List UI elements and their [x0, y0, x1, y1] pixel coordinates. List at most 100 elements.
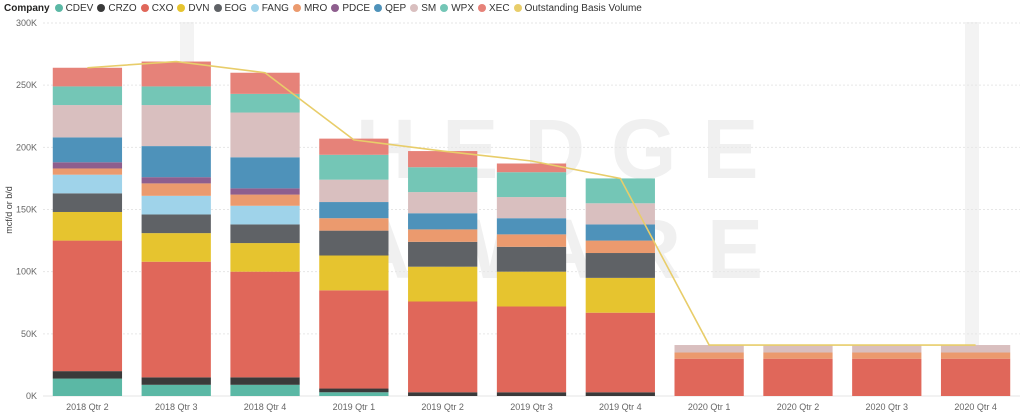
bar-segment-qep[interactable]	[141, 146, 211, 178]
bar-segment-cxo[interactable]	[319, 290, 389, 389]
bar-segment-qep[interactable]	[496, 218, 567, 235]
bar-segment-mro[interactable]	[408, 229, 478, 242]
bar-segment-crzo[interactable]	[230, 377, 300, 385]
bar-segment-eog[interactable]	[141, 214, 211, 234]
bar-segment-xec[interactable]	[52, 67, 123, 87]
bar-segment-dvn[interactable]	[141, 233, 211, 262]
bar-segment-cxo[interactable]	[940, 358, 1011, 396]
legend-item-qep[interactable]: QEP	[374, 3, 406, 14]
bar-segment-crzo[interactable]	[52, 371, 123, 379]
bar-segment-dvn[interactable]	[585, 277, 655, 313]
bar-segment-crzo[interactable]	[141, 377, 211, 385]
bar-segment-wpx[interactable]	[52, 86, 123, 106]
bar-segment-fang[interactable]	[230, 205, 300, 225]
bar-segment-qep[interactable]	[319, 202, 389, 219]
bar-segment-mro[interactable]	[319, 218, 389, 231]
bar-segment-qep[interactable]	[52, 137, 123, 163]
bar-segment-cxo[interactable]	[52, 240, 123, 372]
bar-segment-dvn[interactable]	[496, 271, 567, 307]
bar-segment-cxo[interactable]	[408, 301, 478, 393]
bar-segment-cxo[interactable]	[230, 271, 300, 378]
bar-segment-mro[interactable]	[496, 234, 567, 247]
bar-segment-xec[interactable]	[319, 138, 389, 155]
bar-segment-cdev[interactable]	[319, 392, 389, 396]
legend-item-mro[interactable]: MRO	[292, 3, 327, 14]
bar-segment-eog[interactable]	[230, 224, 300, 244]
bar-segment-cxo[interactable]	[141, 261, 211, 378]
bar-segment-cdev[interactable]	[230, 384, 300, 396]
legend-item-eog[interactable]: EOG	[213, 3, 247, 14]
bar-segment-mro[interactable]	[585, 240, 655, 254]
bar-segment-sm[interactable]	[52, 105, 123, 138]
bar-segment-eog[interactable]	[408, 241, 478, 267]
bar-segment-cxo[interactable]	[763, 358, 833, 396]
bar-segment-crzo[interactable]	[408, 392, 478, 396]
legend-item-outstanding-basis-volume[interactable]: Outstanding Basis Volume	[513, 3, 642, 14]
bar-segment-qep[interactable]	[585, 224, 655, 241]
bar-segment-cxo[interactable]	[585, 312, 655, 393]
legend-item-xec[interactable]: XEC	[478, 3, 510, 14]
bar-segment-crzo[interactable]	[319, 388, 389, 393]
bar-segment-xec[interactable]	[230, 72, 300, 94]
bar-segment-cdev[interactable]	[52, 378, 123, 396]
bar-segment-xec[interactable]	[408, 151, 478, 168]
bar-segment-fang[interactable]	[141, 195, 211, 215]
legend-item-cdev[interactable]: CDEV	[54, 3, 93, 14]
bar-segment-sm[interactable]	[496, 197, 567, 219]
legend-item-fang[interactable]: FANG	[250, 3, 289, 14]
bar-segment-eog[interactable]	[52, 193, 123, 212]
bar-segment-sm[interactable]	[319, 179, 389, 203]
bar-segment-mro[interactable]	[674, 352, 744, 359]
bar-segment-mro[interactable]	[52, 168, 123, 175]
bar-segment-mro[interactable]	[852, 352, 922, 359]
bar-segment-pdce[interactable]	[230, 188, 300, 195]
bar-segment-mro[interactable]	[141, 183, 211, 196]
bar-segment-cxo[interactable]	[496, 306, 567, 393]
legend-item-pdce[interactable]: PDCE	[331, 3, 370, 14]
bar-segment-sm[interactable]	[674, 345, 744, 353]
bar-segment-wpx[interactable]	[585, 178, 655, 204]
bar-segment-crzo[interactable]	[585, 392, 655, 396]
bar-segment-dvn[interactable]	[52, 211, 123, 241]
legend-item-crzo[interactable]: CRZO	[97, 3, 137, 14]
bar-segment-xec[interactable]	[141, 61, 211, 87]
legend-item-sm[interactable]: SM	[410, 3, 436, 14]
legend-label: PDCE	[342, 2, 371, 14]
bar-segment-crzo[interactable]	[496, 392, 567, 396]
bar-segment-dvn[interactable]	[408, 266, 478, 302]
bar-segment-wpx[interactable]	[319, 154, 389, 180]
legend-item-cxo[interactable]: CXO	[140, 3, 173, 14]
bar-segment-sm[interactable]	[852, 345, 922, 353]
bar-segment-sm[interactable]	[408, 192, 478, 214]
legend-label: DVN	[188, 2, 210, 14]
bar-segment-eog[interactable]	[496, 246, 567, 272]
bar-segment-wpx[interactable]	[141, 86, 211, 106]
legend-dot-icon	[513, 4, 522, 12]
bar-segment-cdev[interactable]	[141, 384, 211, 396]
bar-segment-wpx[interactable]	[496, 172, 567, 198]
bar-segment-dvn[interactable]	[319, 255, 389, 291]
bar-segment-qep[interactable]	[230, 157, 300, 189]
bar-segment-sm[interactable]	[585, 203, 655, 225]
bar-segment-sm[interactable]	[230, 112, 300, 158]
bar-segment-eog[interactable]	[319, 230, 389, 256]
bar-segment-mro[interactable]	[763, 352, 833, 359]
bar-segment-mro[interactable]	[230, 194, 300, 206]
bar-segment-cxo[interactable]	[852, 358, 922, 396]
bar-segment-eog[interactable]	[585, 253, 655, 278]
bar-segment-qep[interactable]	[408, 213, 478, 230]
bar-segment-pdce[interactable]	[52, 162, 123, 169]
bar-segment-sm[interactable]	[940, 345, 1011, 353]
bar-segment-sm[interactable]	[763, 345, 833, 353]
bar-segment-xec[interactable]	[496, 163, 567, 173]
legend-item-wpx[interactable]: WPX	[440, 3, 474, 14]
legend-item-dvn[interactable]: DVN	[177, 2, 210, 14]
bar-segment-pdce[interactable]	[141, 177, 211, 184]
bar-segment-mro[interactable]	[940, 352, 1011, 359]
bar-segment-cxo[interactable]	[674, 358, 744, 396]
bar-segment-wpx[interactable]	[408, 167, 478, 193]
bar-segment-dvn[interactable]	[230, 243, 300, 272]
bar-segment-wpx[interactable]	[230, 93, 300, 113]
bar-segment-fang[interactable]	[52, 174, 123, 194]
bar-segment-sm[interactable]	[141, 105, 211, 147]
